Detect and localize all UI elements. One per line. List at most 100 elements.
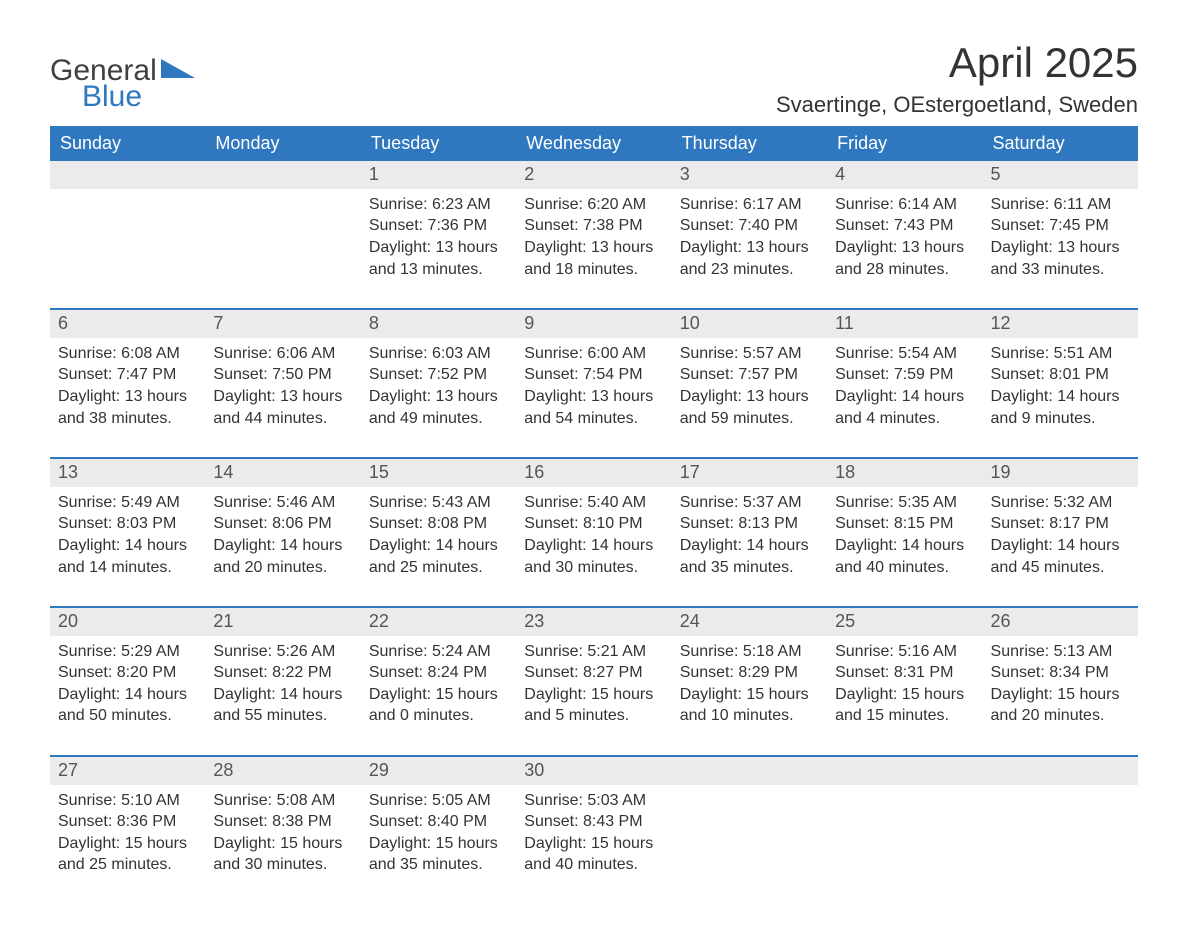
sunset-line: Sunset: 7:50 PM bbox=[213, 364, 352, 386]
day-content bbox=[827, 785, 982, 885]
day-number: 5 bbox=[983, 161, 1138, 189]
day-content-cell bbox=[983, 785, 1138, 904]
sunset-line: Sunset: 7:54 PM bbox=[524, 364, 663, 386]
day-content: Sunrise: 5:40 AMSunset: 8:10 PMDaylight:… bbox=[516, 487, 671, 606]
sunrise-line: Sunrise: 5:57 AM bbox=[680, 343, 819, 365]
daylight-line: Daylight: 14 hours and 9 minutes. bbox=[991, 386, 1130, 429]
brand-logo: General Blue bbox=[50, 40, 195, 112]
day-number-cell: 10 bbox=[672, 309, 827, 338]
day-number: 20 bbox=[50, 608, 205, 636]
day-number-cell: 23 bbox=[516, 607, 671, 636]
day-content-cell: Sunrise: 5:32 AMSunset: 8:17 PMDaylight:… bbox=[983, 487, 1138, 607]
day-number: 13 bbox=[50, 459, 205, 487]
sunrise-line: Sunrise: 5:43 AM bbox=[369, 492, 508, 514]
day-number-cell: 17 bbox=[672, 458, 827, 487]
sunrise-line: Sunrise: 5:51 AM bbox=[991, 343, 1130, 365]
day-number bbox=[205, 161, 360, 189]
daylight-line: Daylight: 13 hours and 23 minutes. bbox=[680, 237, 819, 280]
week-daynum-row: 12345 bbox=[50, 161, 1138, 189]
day-number-cell: 21 bbox=[205, 607, 360, 636]
day-content-cell: Sunrise: 6:11 AMSunset: 7:45 PMDaylight:… bbox=[983, 189, 1138, 309]
day-number: 12 bbox=[983, 310, 1138, 338]
daylight-line: Daylight: 14 hours and 35 minutes. bbox=[680, 535, 819, 578]
week-content-row: Sunrise: 6:23 AMSunset: 7:36 PMDaylight:… bbox=[50, 189, 1138, 309]
day-content-cell: Sunrise: 5:51 AMSunset: 8:01 PMDaylight:… bbox=[983, 338, 1138, 458]
sunrise-line: Sunrise: 5:54 AM bbox=[835, 343, 974, 365]
day-number: 4 bbox=[827, 161, 982, 189]
sunrise-line: Sunrise: 5:32 AM bbox=[991, 492, 1130, 514]
sunrise-line: Sunrise: 5:21 AM bbox=[524, 641, 663, 663]
day-content-cell: Sunrise: 5:49 AMSunset: 8:03 PMDaylight:… bbox=[50, 487, 205, 607]
day-number-cell: 20 bbox=[50, 607, 205, 636]
day-number: 19 bbox=[983, 459, 1138, 487]
week-daynum-row: 20212223242526 bbox=[50, 607, 1138, 636]
day-content: Sunrise: 5:10 AMSunset: 8:36 PMDaylight:… bbox=[50, 785, 205, 904]
day-number-cell: 11 bbox=[827, 309, 982, 338]
sunset-line: Sunset: 7:36 PM bbox=[369, 215, 508, 237]
daylight-line: Daylight: 14 hours and 14 minutes. bbox=[58, 535, 197, 578]
sunrise-line: Sunrise: 5:08 AM bbox=[213, 790, 352, 812]
day-content-cell: Sunrise: 5:54 AMSunset: 7:59 PMDaylight:… bbox=[827, 338, 982, 458]
day-content-cell: Sunrise: 5:24 AMSunset: 8:24 PMDaylight:… bbox=[361, 636, 516, 756]
day-number-cell: 18 bbox=[827, 458, 982, 487]
day-content: Sunrise: 5:57 AMSunset: 7:57 PMDaylight:… bbox=[672, 338, 827, 457]
sunrise-line: Sunrise: 6:20 AM bbox=[524, 194, 663, 216]
sunset-line: Sunset: 8:27 PM bbox=[524, 662, 663, 684]
day-content: Sunrise: 6:00 AMSunset: 7:54 PMDaylight:… bbox=[516, 338, 671, 457]
day-content-cell: Sunrise: 5:29 AMSunset: 8:20 PMDaylight:… bbox=[50, 636, 205, 756]
sunset-line: Sunset: 8:29 PM bbox=[680, 662, 819, 684]
day-number-cell bbox=[672, 756, 827, 785]
day-content-cell: Sunrise: 5:05 AMSunset: 8:40 PMDaylight:… bbox=[361, 785, 516, 904]
sunrise-line: Sunrise: 5:46 AM bbox=[213, 492, 352, 514]
day-content-cell: Sunrise: 6:14 AMSunset: 7:43 PMDaylight:… bbox=[827, 189, 982, 309]
sunrise-line: Sunrise: 5:13 AM bbox=[991, 641, 1130, 663]
day-number-cell: 29 bbox=[361, 756, 516, 785]
sunrise-line: Sunrise: 5:16 AM bbox=[835, 641, 974, 663]
day-content-cell bbox=[205, 189, 360, 309]
sunset-line: Sunset: 7:40 PM bbox=[680, 215, 819, 237]
sunrise-line: Sunrise: 5:29 AM bbox=[58, 641, 197, 663]
day-content: Sunrise: 6:03 AMSunset: 7:52 PMDaylight:… bbox=[361, 338, 516, 457]
day-content-cell bbox=[50, 189, 205, 309]
day-content: Sunrise: 6:14 AMSunset: 7:43 PMDaylight:… bbox=[827, 189, 982, 308]
day-content-cell: Sunrise: 5:03 AMSunset: 8:43 PMDaylight:… bbox=[516, 785, 671, 904]
sunrise-line: Sunrise: 6:11 AM bbox=[991, 194, 1130, 216]
day-content-cell: Sunrise: 5:21 AMSunset: 8:27 PMDaylight:… bbox=[516, 636, 671, 756]
sunset-line: Sunset: 7:47 PM bbox=[58, 364, 197, 386]
day-number: 30 bbox=[516, 757, 671, 785]
daylight-line: Daylight: 13 hours and 38 minutes. bbox=[58, 386, 197, 429]
daylight-line: Daylight: 15 hours and 15 minutes. bbox=[835, 684, 974, 727]
day-content-cell: Sunrise: 6:08 AMSunset: 7:47 PMDaylight:… bbox=[50, 338, 205, 458]
day-number: 7 bbox=[205, 310, 360, 338]
day-number-cell: 8 bbox=[361, 309, 516, 338]
day-content: Sunrise: 5:49 AMSunset: 8:03 PMDaylight:… bbox=[50, 487, 205, 606]
day-number bbox=[827, 757, 982, 785]
day-content: Sunrise: 6:08 AMSunset: 7:47 PMDaylight:… bbox=[50, 338, 205, 457]
sunrise-line: Sunrise: 6:08 AM bbox=[58, 343, 197, 365]
daylight-line: Daylight: 15 hours and 10 minutes. bbox=[680, 684, 819, 727]
day-number: 29 bbox=[361, 757, 516, 785]
day-number-cell bbox=[827, 756, 982, 785]
weekday-header: Tuesday bbox=[361, 126, 516, 161]
sunset-line: Sunset: 8:08 PM bbox=[369, 513, 508, 535]
day-number-cell: 25 bbox=[827, 607, 982, 636]
day-number: 2 bbox=[516, 161, 671, 189]
sunrise-line: Sunrise: 5:03 AM bbox=[524, 790, 663, 812]
day-number: 8 bbox=[361, 310, 516, 338]
day-content-cell: Sunrise: 5:10 AMSunset: 8:36 PMDaylight:… bbox=[50, 785, 205, 904]
day-content-cell: Sunrise: 5:18 AMSunset: 8:29 PMDaylight:… bbox=[672, 636, 827, 756]
day-number: 24 bbox=[672, 608, 827, 636]
day-content-cell: Sunrise: 5:40 AMSunset: 8:10 PMDaylight:… bbox=[516, 487, 671, 607]
day-content-cell: Sunrise: 5:13 AMSunset: 8:34 PMDaylight:… bbox=[983, 636, 1138, 756]
daylight-line: Daylight: 14 hours and 55 minutes. bbox=[213, 684, 352, 727]
week-content-row: Sunrise: 6:08 AMSunset: 7:47 PMDaylight:… bbox=[50, 338, 1138, 458]
calendar-table: SundayMondayTuesdayWednesdayThursdayFrid… bbox=[50, 126, 1138, 904]
daylight-line: Daylight: 15 hours and 25 minutes. bbox=[58, 833, 197, 876]
weekday-header: Thursday bbox=[672, 126, 827, 161]
sunrise-line: Sunrise: 6:06 AM bbox=[213, 343, 352, 365]
brand-word-2: Blue bbox=[82, 82, 195, 112]
day-content-cell bbox=[672, 785, 827, 904]
weekday-header: Friday bbox=[827, 126, 982, 161]
day-number-cell: 4 bbox=[827, 161, 982, 189]
day-number-cell: 30 bbox=[516, 756, 671, 785]
